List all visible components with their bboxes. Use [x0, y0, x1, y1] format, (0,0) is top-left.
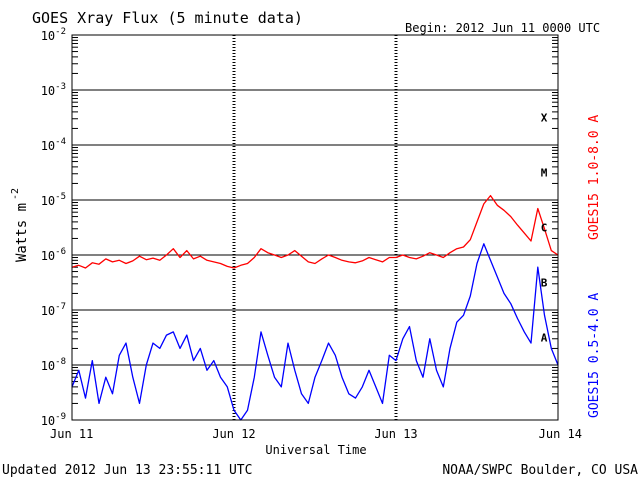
minor-ticks — [72, 37, 558, 404]
series-label-long: GOES15 1.0-8.0 A — [587, 115, 602, 240]
y-axis-label-text: Watts m — [14, 203, 30, 262]
y-tick-label: 10-7 — [41, 302, 66, 318]
x-tick-label: Jun 13 — [374, 427, 417, 441]
y-tick-label: 10-3 — [41, 82, 66, 98]
flare-class-label: B — [541, 277, 548, 290]
y-tick-label: 10-5 — [41, 192, 66, 208]
chart-title: GOES Xray Flux (5 minute data) — [32, 9, 303, 27]
y-tick-label: 10-8 — [41, 357, 66, 373]
y-tick-labels: 10-9 10-8 10-7 10-6 10-5 10-4 10-3 10-2 — [41, 27, 66, 428]
plot-frame — [71, 34, 559, 421]
y-tick-label: 10-6 — [41, 247, 66, 263]
y-axis-label: Watts m -2 — [10, 188, 30, 262]
series-label-short: GOES15 0.5-4.0 A — [587, 293, 602, 418]
updated-timestamp: Updated 2012 Jun 13 23:55:11 UTC — [2, 463, 252, 478]
y-tick-label: 10-9 — [41, 412, 66, 428]
flare-class-label: A — [541, 332, 548, 345]
series-line-short — [71, 243, 559, 421]
y-tick-label: 10-2 — [41, 27, 66, 43]
begin-timestamp: Begin: 2012 Jun 11 0000 UTC — [405, 21, 600, 35]
y-tick-label: 10-4 — [41, 137, 66, 153]
y-axis-label-exponent: -2 — [10, 188, 21, 200]
flare-class-label: C — [541, 222, 548, 235]
flare-class-label: M — [541, 167, 548, 180]
credit-text: NOAA/SWPC Boulder, CO USA — [442, 463, 638, 478]
series-layer — [71, 194, 559, 421]
x-axis-label: Universal Time — [265, 443, 366, 457]
x-tick-label: Jun 12 — [212, 427, 255, 441]
series-line-long — [71, 194, 559, 269]
grid-lines — [72, 35, 558, 420]
x-tick-labels: Jun 11 Jun 12 Jun 13 Jun 14 — [50, 427, 582, 441]
flare-class-labels: A B C M X — [541, 112, 548, 345]
flare-class-label: X — [541, 112, 548, 125]
x-tick-label: Jun 11 — [50, 427, 93, 441]
x-tick-label: Jun 14 — [539, 427, 582, 441]
